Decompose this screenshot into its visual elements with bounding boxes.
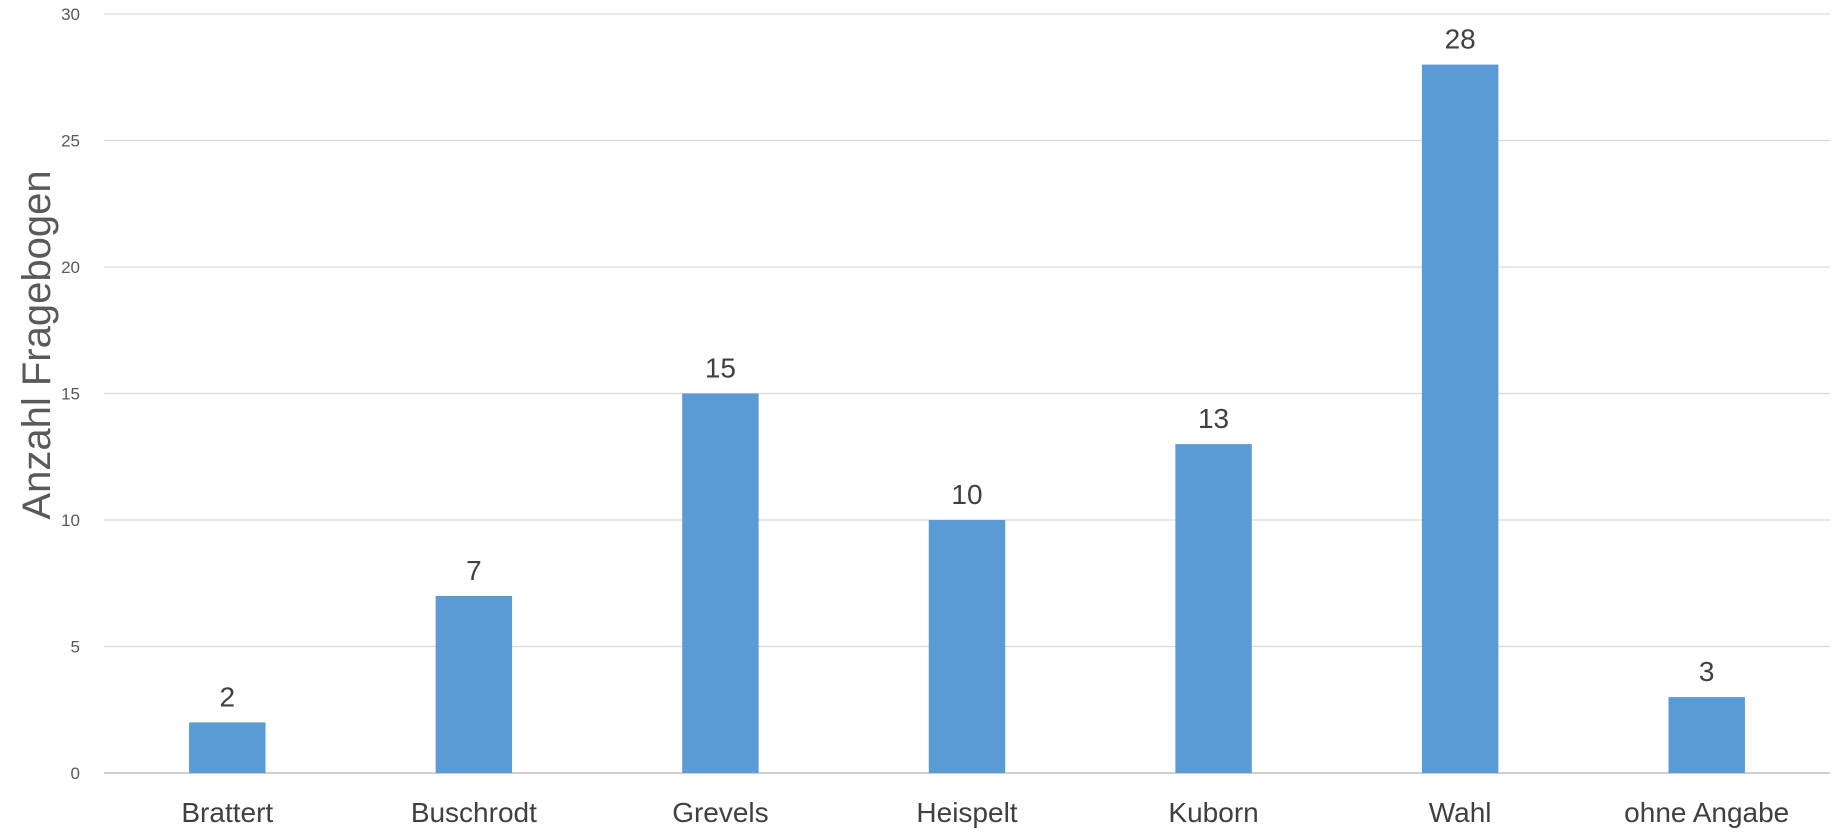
x-category-label: ohne Angabe <box>1624 797 1789 828</box>
y-tick-label: 15 <box>61 385 80 404</box>
bars <box>189 64 1745 774</box>
x-category-label: Wahl <box>1429 797 1492 828</box>
bar <box>1421 64 1499 774</box>
y-axis-ticks: 0 5 10 15 20 25 30 <box>61 5 80 783</box>
data-label: 7 <box>466 555 482 586</box>
x-category-label: Grevels <box>672 797 768 828</box>
data-label: 15 <box>705 353 736 384</box>
bar <box>682 393 759 773</box>
y-axis-title: Anzahl Fragebogen <box>15 170 59 519</box>
gridlines <box>104 13 1830 774</box>
data-label: 28 <box>1445 24 1476 55</box>
x-category-label: Heispelt <box>916 797 1017 828</box>
data-label: 3 <box>1699 656 1715 687</box>
x-axis-categories: Brattert Buschrodt Grevels Heispelt Kuborn Wa… <box>181 797 1789 828</box>
y-tick-label: 25 <box>61 132 80 151</box>
y-tick-label: 5 <box>71 638 80 657</box>
x-category-label: Brattert <box>181 797 273 828</box>
bar <box>435 595 513 773</box>
x-category-label: Kuborn <box>1168 797 1258 828</box>
bar <box>1175 444 1252 773</box>
y-tick-label: 20 <box>61 258 80 277</box>
y-tick-label: 10 <box>61 511 80 530</box>
y-tick-label: 30 <box>61 5 80 24</box>
bar <box>189 722 266 773</box>
data-label: 2 <box>219 681 235 712</box>
data-labels: 2 7 15 10 13 28 3 <box>219 24 1714 713</box>
data-label: 13 <box>1198 403 1229 434</box>
data-label: 10 <box>951 479 982 510</box>
bar <box>928 520 1006 773</box>
x-category-label: Buschrodt <box>411 797 537 828</box>
bar <box>1668 697 1745 773</box>
y-tick-label: 0 <box>71 764 80 783</box>
